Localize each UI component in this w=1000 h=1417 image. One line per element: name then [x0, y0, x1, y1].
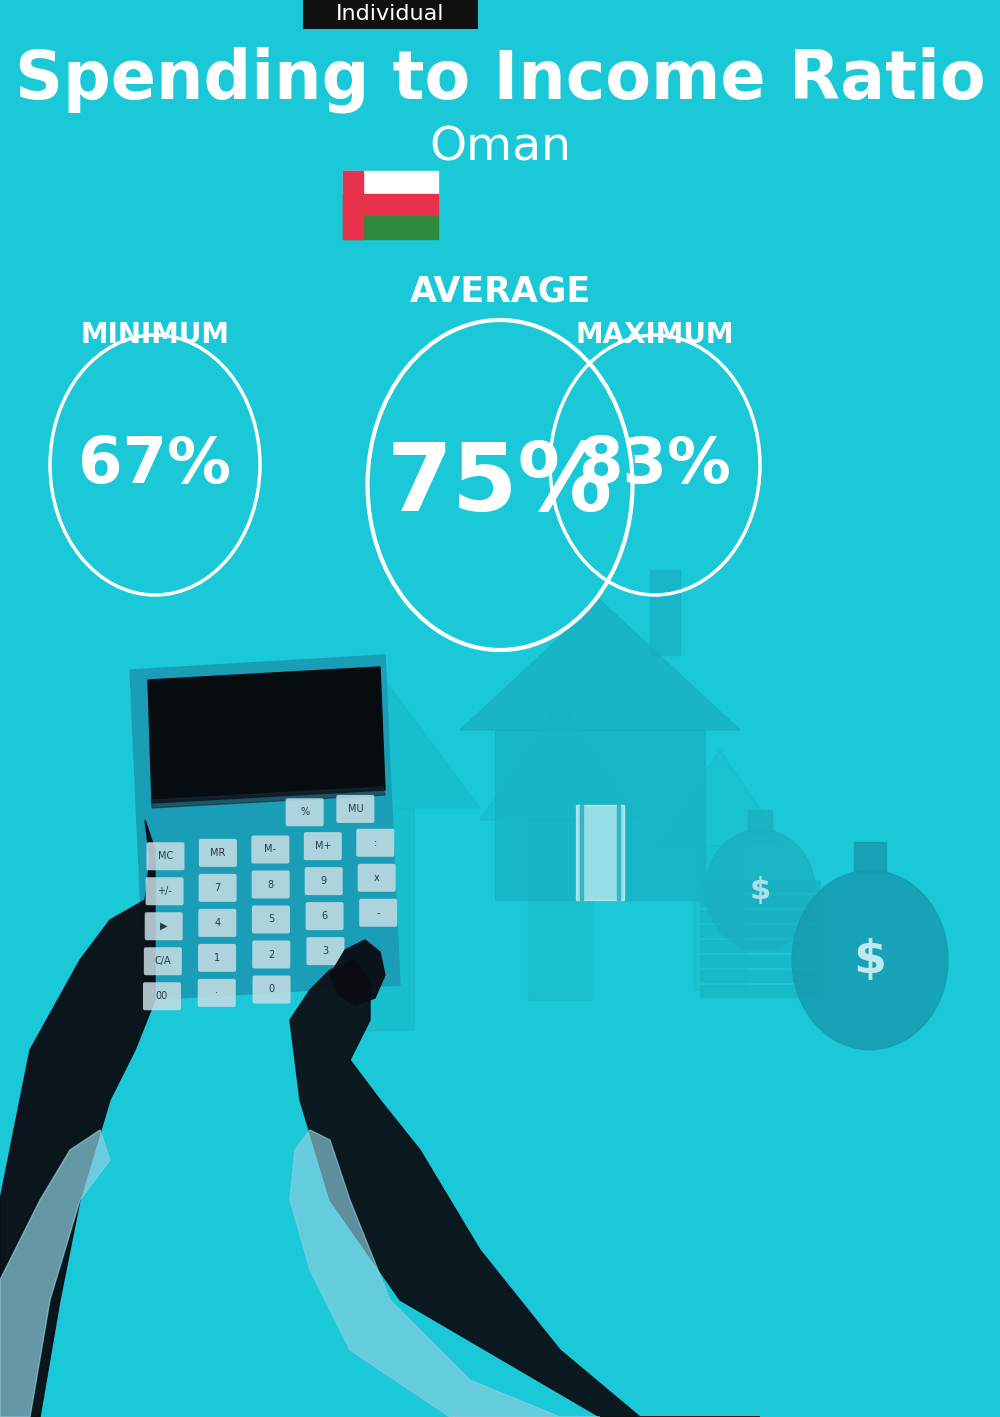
Polygon shape — [655, 750, 785, 846]
Bar — [700, 971, 820, 982]
Text: x: x — [374, 873, 380, 883]
Bar — [580, 805, 583, 900]
Text: ·: · — [215, 988, 218, 998]
Text: MC: MC — [158, 852, 173, 862]
FancyBboxPatch shape — [198, 979, 236, 1007]
FancyBboxPatch shape — [199, 874, 237, 901]
Polygon shape — [480, 700, 640, 820]
Text: Individual: Individual — [336, 4, 444, 24]
Text: Spending to Income Ratio: Spending to Income Ratio — [15, 47, 985, 113]
Bar — [700, 955, 820, 966]
Polygon shape — [290, 1129, 600, 1417]
Bar — [700, 985, 820, 998]
FancyBboxPatch shape — [304, 832, 342, 860]
Bar — [700, 896, 820, 907]
FancyBboxPatch shape — [198, 908, 236, 937]
Text: 3: 3 — [322, 947, 329, 956]
Text: -: - — [376, 908, 380, 918]
Text: 7: 7 — [214, 883, 221, 893]
FancyBboxPatch shape — [306, 903, 344, 930]
FancyBboxPatch shape — [302, 0, 478, 28]
Text: 83%: 83% — [579, 434, 731, 496]
Bar — [576, 805, 624, 900]
Text: MAXIMUM: MAXIMUM — [576, 322, 734, 349]
Text: ▶: ▶ — [160, 921, 167, 931]
Bar — [700, 880, 820, 891]
Text: AVERAGE: AVERAGE — [409, 275, 591, 309]
Ellipse shape — [705, 829, 815, 951]
Polygon shape — [152, 786, 385, 808]
Polygon shape — [290, 959, 760, 1417]
FancyBboxPatch shape — [198, 944, 236, 972]
Bar — [694, 846, 746, 990]
Text: C/A: C/A — [155, 956, 171, 966]
FancyBboxPatch shape — [306, 937, 344, 965]
Bar — [326, 808, 414, 1030]
Text: 4: 4 — [214, 918, 220, 928]
Text: 6: 6 — [322, 911, 328, 921]
Text: 9: 9 — [321, 876, 327, 886]
Text: 8: 8 — [268, 880, 274, 890]
Text: MINIMUM: MINIMUM — [80, 322, 230, 349]
Text: $: $ — [854, 938, 887, 982]
FancyBboxPatch shape — [145, 913, 183, 941]
Bar — [748, 809, 772, 832]
Polygon shape — [130, 655, 400, 1000]
FancyBboxPatch shape — [305, 867, 343, 896]
FancyBboxPatch shape — [199, 839, 237, 867]
Text: 0: 0 — [268, 985, 275, 995]
FancyBboxPatch shape — [144, 947, 182, 975]
Text: M-: M- — [264, 845, 276, 854]
Bar — [342, 171, 363, 239]
FancyBboxPatch shape — [336, 795, 374, 823]
FancyBboxPatch shape — [356, 829, 394, 857]
FancyBboxPatch shape — [143, 982, 181, 1010]
Bar — [528, 820, 592, 1000]
FancyBboxPatch shape — [358, 864, 396, 891]
FancyBboxPatch shape — [286, 798, 324, 826]
Text: 2: 2 — [268, 949, 274, 959]
Bar — [342, 171, 438, 194]
FancyBboxPatch shape — [146, 842, 184, 870]
Text: 67%: 67% — [78, 434, 232, 496]
Bar — [617, 805, 620, 900]
Bar — [700, 925, 820, 937]
Text: $: $ — [749, 876, 771, 904]
Text: +/-: +/- — [157, 886, 172, 896]
Ellipse shape — [792, 870, 948, 1050]
FancyBboxPatch shape — [252, 905, 290, 934]
Text: Oman: Oman — [429, 126, 571, 170]
Bar — [854, 842, 886, 873]
FancyBboxPatch shape — [146, 877, 184, 905]
Polygon shape — [0, 1129, 110, 1417]
Bar — [700, 939, 820, 952]
FancyBboxPatch shape — [359, 898, 397, 927]
Text: MR: MR — [210, 847, 226, 857]
Text: :: : — [374, 837, 377, 847]
Bar — [495, 730, 705, 900]
Text: 75%: 75% — [387, 439, 613, 531]
Text: MU: MU — [348, 803, 363, 813]
Polygon shape — [460, 599, 740, 730]
FancyBboxPatch shape — [252, 941, 290, 968]
Polygon shape — [148, 667, 385, 803]
Bar — [342, 217, 438, 239]
FancyBboxPatch shape — [253, 975, 291, 1003]
Text: M+: M+ — [315, 842, 331, 852]
Polygon shape — [330, 939, 385, 1005]
Bar — [650, 570, 680, 655]
Text: %: % — [300, 808, 309, 818]
Text: 1: 1 — [214, 952, 220, 964]
Bar — [700, 910, 820, 922]
FancyBboxPatch shape — [252, 870, 290, 898]
FancyBboxPatch shape — [251, 836, 289, 863]
Polygon shape — [0, 820, 155, 1417]
Text: 5: 5 — [268, 914, 274, 924]
Text: 00: 00 — [156, 992, 168, 1002]
Polygon shape — [260, 660, 480, 808]
Bar — [342, 194, 438, 217]
